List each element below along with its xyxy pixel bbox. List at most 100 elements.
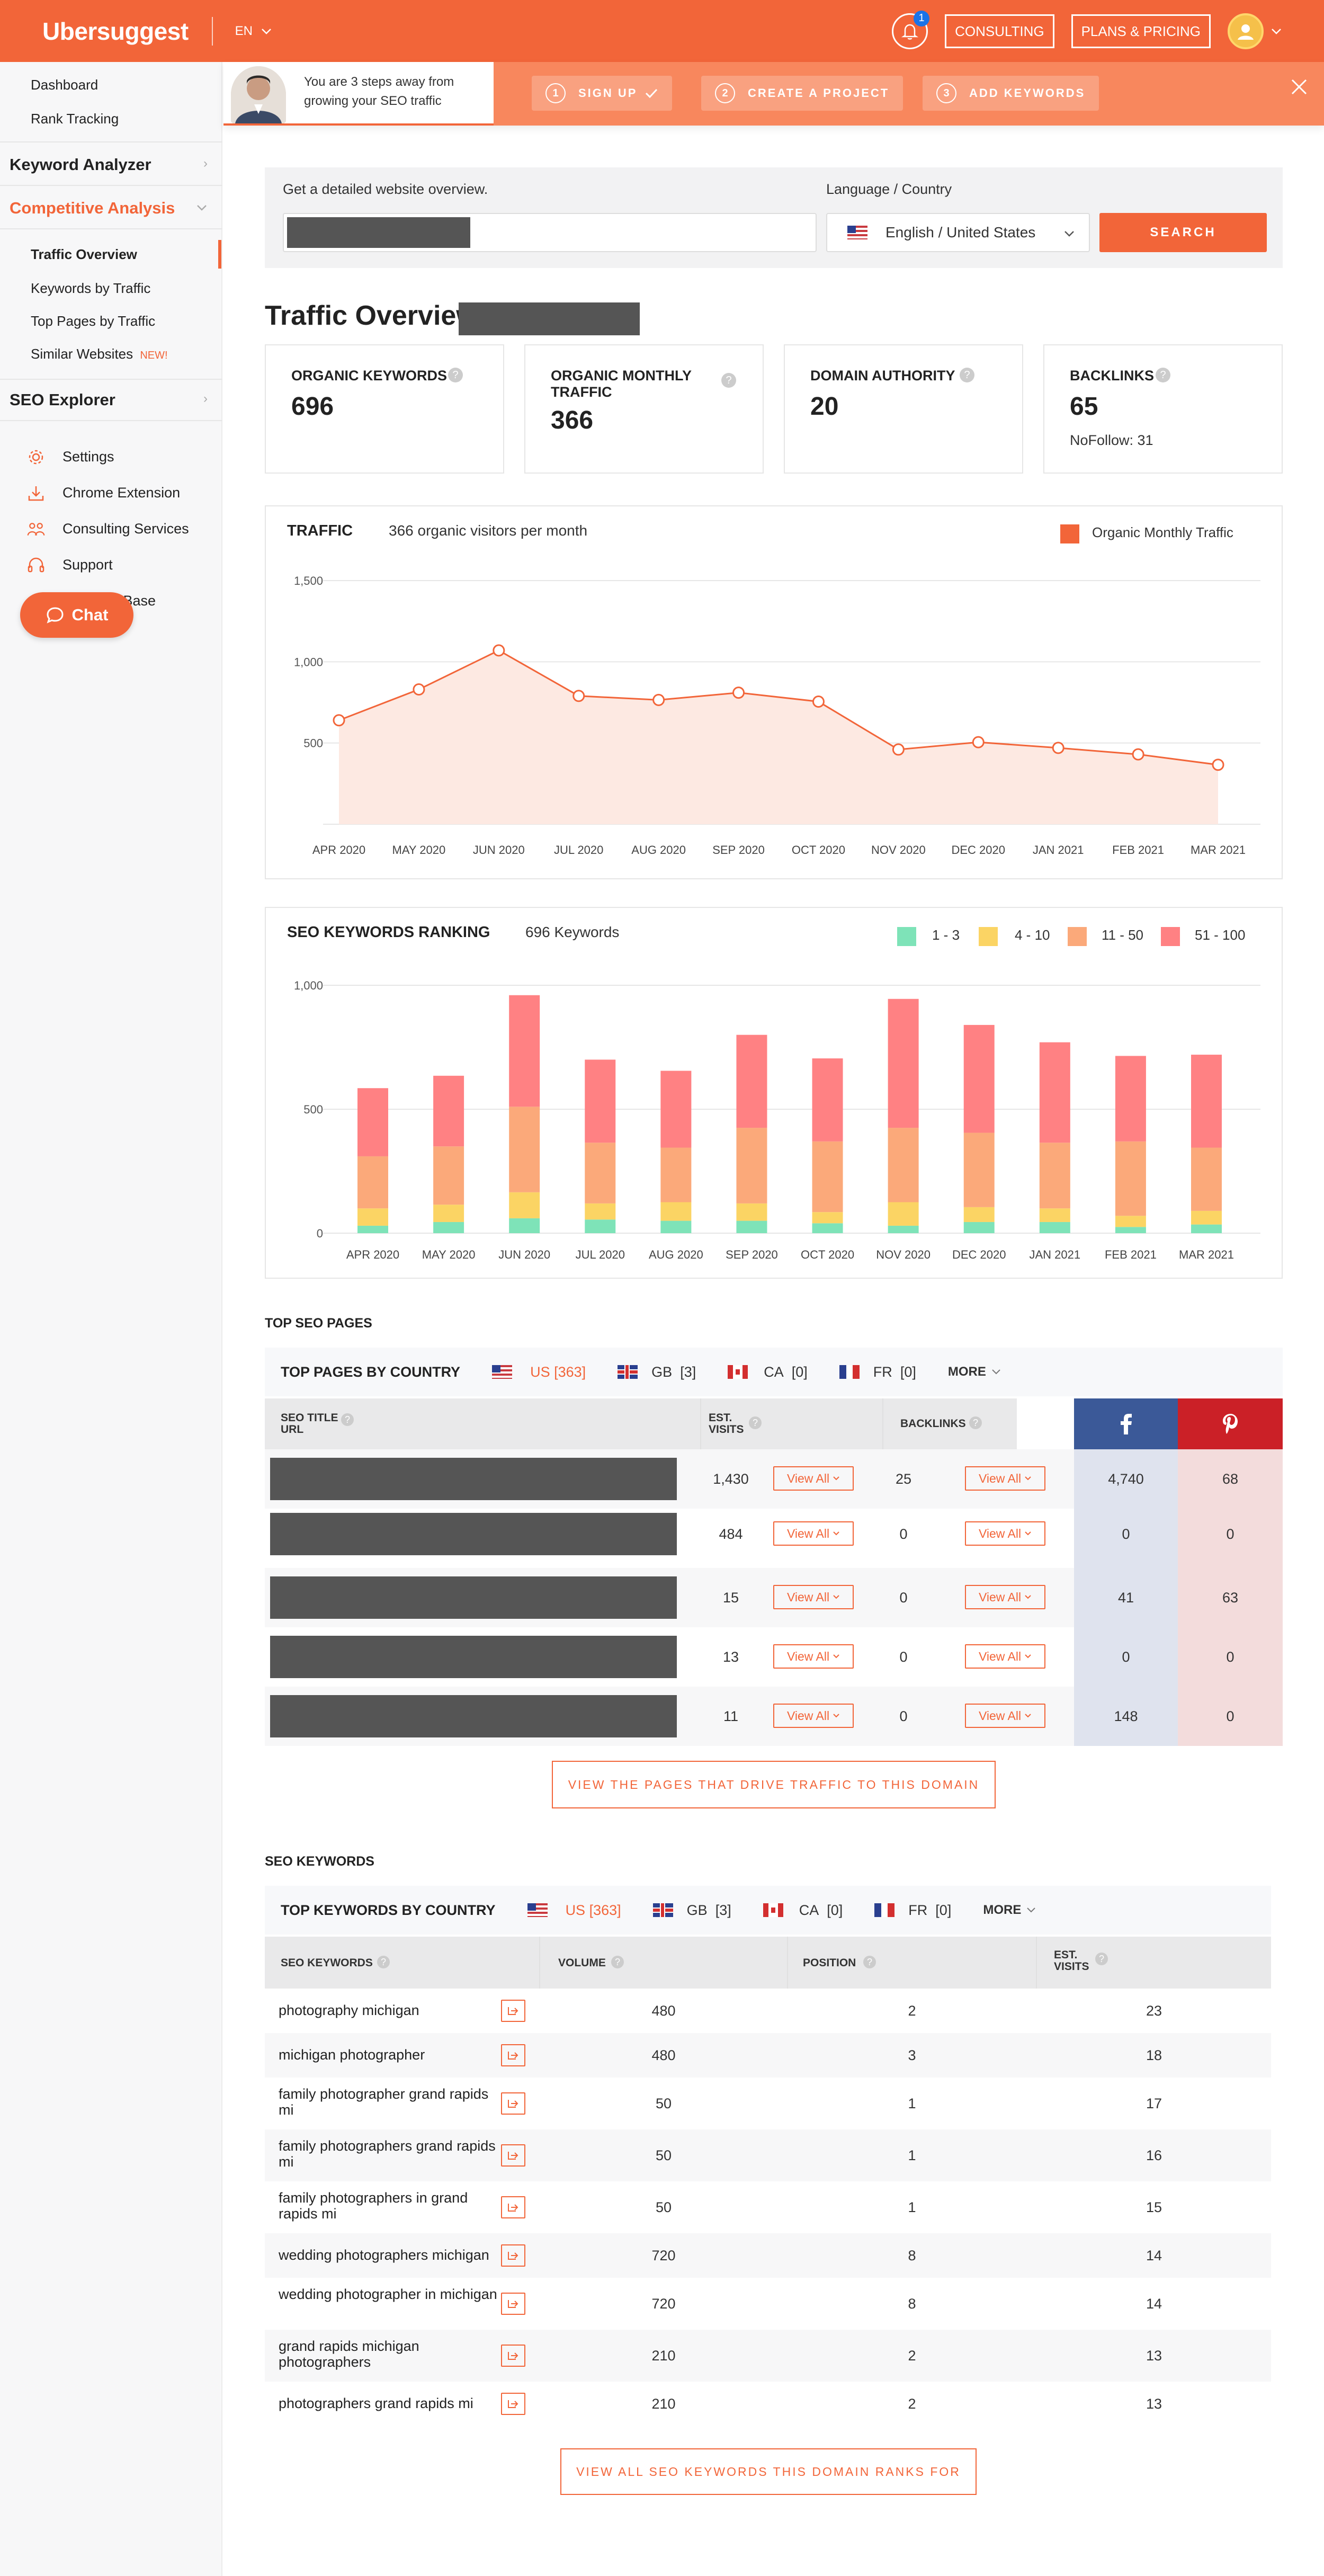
close-icon[interactable] — [1290, 78, 1308, 96]
sidebar-item-keywords-by-traffic[interactable]: Keywords by Traffic — [31, 280, 151, 296]
tab-country-gb[interactable]: GB [3] — [652, 1902, 731, 1919]
sidebar-item-competitive-analysis[interactable]: Competitive Analysis — [10, 199, 175, 217]
tab-country-gb[interactable]: GB [3] — [618, 1364, 696, 1380]
sidebar-item-consulting-services[interactable]: Consulting Services — [62, 521, 189, 537]
keyword-text[interactable]: photographers grand rapids mi — [279, 2395, 473, 2411]
help-icon[interactable]: ? — [749, 1416, 762, 1429]
sidebar-item-rank-tracking[interactable]: Rank Tracking — [31, 111, 119, 127]
pinterest-icon — [1223, 1414, 1238, 1434]
keyword-text[interactable]: family photographers in grand rapids mi — [279, 2190, 468, 2222]
help-icon[interactable]: ? — [1156, 368, 1170, 382]
more-countries-button[interactable]: MORE — [983, 1903, 1036, 1918]
tab-country-ca[interactable]: CA [0] — [728, 1364, 808, 1380]
help-icon[interactable]: ? — [721, 373, 736, 388]
step-create-project[interactable]: 2 CREATE A PROJECT — [701, 76, 903, 111]
y-tick-label: 500 — [303, 1103, 323, 1116]
sidebar-item-support[interactable]: Support — [62, 557, 113, 573]
keyword-text[interactable]: grand rapids michigan photographers — [279, 2338, 419, 2370]
traffic-point — [732, 687, 745, 699]
domain-input[interactable] — [283, 213, 817, 252]
keyword-open-button[interactable] — [501, 2044, 525, 2066]
fr-flag-icon — [874, 1903, 895, 1917]
traffic-point — [413, 683, 425, 696]
help-icon[interactable]: ? — [377, 1956, 390, 1968]
bar-segment — [357, 1208, 388, 1226]
view-all-backlinks-button[interactable]: View All — [965, 1704, 1045, 1728]
step-add-keywords[interactable]: 3 ADD KEYWORDS — [923, 76, 1099, 111]
view-all-keywords-button[interactable]: VIEW ALL SEO KEYWORDS THIS DOMAIN RANKS … — [560, 2448, 977, 2495]
keyword-text[interactable]: wedding photographers michigan — [279, 2247, 489, 2263]
view-all-backlinks-button[interactable]: View All — [965, 1521, 1045, 1546]
divider — [0, 185, 222, 186]
keyword-text[interactable]: photography michigan — [279, 2002, 419, 2018]
legend-swatch — [1068, 927, 1087, 946]
view-all-backlinks-button[interactable]: View All — [965, 1466, 1045, 1491]
top-navbar: Ubersuggest EN 1 CONSULTING PLANS & PRIC… — [0, 0, 1324, 62]
help-icon[interactable]: ? — [863, 1956, 876, 1968]
bar-segment — [736, 1035, 767, 1128]
keyword-open-button[interactable] — [501, 2000, 525, 2022]
keyword-open-button[interactable] — [501, 2345, 525, 2367]
sidebar-item-similar-websites[interactable]: Similar Websites NEW! — [31, 346, 168, 362]
keyword-text[interactable]: michigan photographer — [279, 2047, 425, 2063]
view-traffic-pages-button[interactable]: VIEW THE PAGES THAT DRIVE TRAFFIC TO THI… — [552, 1761, 996, 1808]
x-tick-label: AUG 2020 — [649, 1248, 703, 1261]
view-all-visits-button[interactable]: View All — [773, 1466, 854, 1491]
keyword-text[interactable]: wedding photographer in michigan — [279, 2286, 497, 2302]
keyword-text[interactable]: family photographers grand rapids mi — [279, 2138, 496, 2170]
notifications-button[interactable]: 1 — [892, 10, 930, 49]
tab-country-fr[interactable]: FR [0] — [839, 1364, 916, 1380]
help-icon[interactable]: ? — [960, 368, 974, 382]
view-all-backlinks-button[interactable]: View All — [965, 1585, 1045, 1609]
view-all-visits-button[interactable]: View All — [773, 1704, 854, 1728]
tab-country-ca[interactable]: CA [0] — [763, 1902, 843, 1919]
country-code: FR — [873, 1363, 892, 1380]
keyword-volume: 480 — [651, 2003, 676, 2019]
sidebar-item-traffic-overview[interactable]: Traffic Overview — [31, 246, 137, 262]
sidebar-item-dashboard[interactable]: Dashboard — [31, 77, 99, 93]
step-sign-up[interactable]: 1 SIGN UP — [532, 76, 673, 111]
sidebar-item-seo-explorer[interactable]: SEO Explorer — [10, 390, 115, 409]
view-all-visits-button[interactable]: View All — [773, 1585, 854, 1609]
language-selector[interactable]: EN — [235, 24, 272, 39]
keyword-open-button[interactable] — [501, 2092, 525, 2115]
account-menu[interactable] — [1228, 13, 1282, 49]
view-all-visits-button[interactable]: View All — [773, 1521, 854, 1546]
consulting-button[interactable]: CONSULTING — [945, 14, 1054, 48]
chat-button[interactable]: Chat — [20, 592, 133, 638]
keyword-open-button[interactable] — [501, 2144, 525, 2167]
keyword-open-button[interactable] — [501, 2293, 525, 2315]
keyword-open-button[interactable] — [501, 2244, 525, 2267]
search-button[interactable]: SEARCH — [1099, 213, 1267, 252]
sidebar-item-top-pages-by-traffic[interactable]: Top Pages by Traffic — [31, 313, 156, 329]
keyword-open-button[interactable] — [501, 2393, 525, 2415]
sidebar-item-keyword-analyzer[interactable]: Keyword Analyzer — [10, 155, 151, 174]
language-code: EN — [235, 23, 253, 38]
help-icon[interactable]: ? — [448, 368, 463, 382]
help-icon[interactable]: ? — [1095, 1953, 1108, 1965]
tab-country-fr[interactable]: FR [0] — [874, 1902, 951, 1919]
app-logo[interactable]: Ubersuggest — [42, 17, 189, 45]
plans-pricing-button[interactable]: PLANS & PRICING — [1071, 14, 1211, 48]
view-all-visits-button[interactable]: View All — [773, 1644, 854, 1669]
avatar[interactable] — [1228, 13, 1264, 49]
gb-flag-icon — [618, 1365, 638, 1379]
help-icon[interactable]: ? — [341, 1413, 354, 1426]
keyword-position: 8 — [908, 2296, 916, 2312]
keyword-open-button[interactable] — [501, 2196, 525, 2218]
help-icon[interactable]: ? — [611, 1956, 624, 1968]
bar-segment — [1039, 1222, 1070, 1233]
chevron-down-icon — [1064, 231, 1074, 237]
more-countries-button[interactable]: MORE — [948, 1365, 1001, 1379]
divider — [882, 1398, 883, 1449]
tab-country-us[interactable]: US [363] — [492, 1364, 586, 1380]
chevron-down-icon — [1027, 1908, 1036, 1913]
tab-country-us[interactable]: US [363] — [527, 1902, 621, 1919]
sidebar-item-chrome-extension[interactable]: Chrome Extension — [62, 485, 181, 501]
sidebar-item-settings[interactable]: Settings — [62, 449, 114, 465]
view-all-backlinks-button[interactable]: View All — [965, 1644, 1045, 1669]
keyword-text[interactable]: family photographer grand rapids mi — [279, 2086, 489, 2118]
help-icon[interactable]: ? — [969, 1416, 982, 1429]
language-country-select[interactable]: English / United States — [826, 213, 1090, 252]
x-tick-label: MAY 2020 — [392, 843, 446, 857]
